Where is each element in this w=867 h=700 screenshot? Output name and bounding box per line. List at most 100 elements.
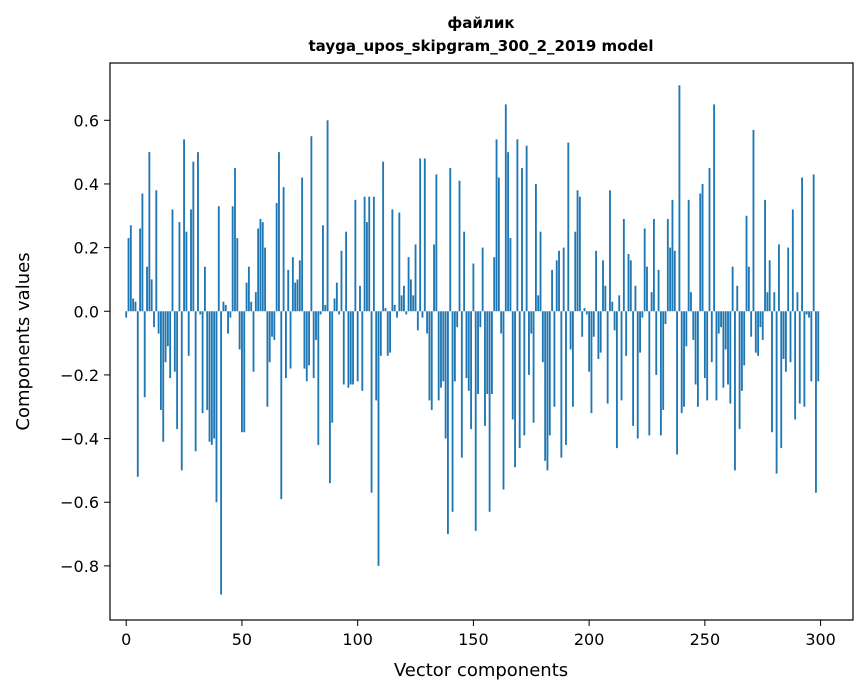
- bar-component-130: [426, 311, 429, 334]
- bar-component-45: [229, 311, 232, 318]
- bar-component-178: [537, 295, 540, 312]
- bar-component-153: [479, 311, 482, 328]
- bar-component-98: [352, 311, 354, 385]
- bar-component-233: [664, 311, 667, 324]
- bar-component-280: [773, 292, 776, 312]
- bar-component-106: [370, 311, 373, 493]
- bar-component-125: [414, 244, 417, 312]
- bar-component-55: [252, 311, 255, 372]
- y-tick-label: 0.0: [74, 302, 99, 321]
- bar-component-244: [690, 292, 692, 312]
- bar-component-192: [569, 311, 572, 350]
- bar-component-164: [504, 104, 507, 312]
- bar-component-226: [648, 311, 651, 436]
- bar-component-249: [701, 183, 704, 312]
- bar-component-19: [169, 311, 172, 379]
- bar-component-272: [754, 311, 757, 353]
- bar-component-25: [183, 139, 185, 312]
- bar-component-65: [275, 203, 278, 312]
- bar-component-7: [141, 193, 144, 312]
- y-tick-label: 0.2: [74, 239, 99, 258]
- bar-component-299: [817, 311, 820, 382]
- bar-component-250: [703, 311, 706, 379]
- bar-component-259: [724, 311, 727, 350]
- bar-component-270: [750, 311, 753, 337]
- bar-component-82: [315, 311, 317, 340]
- bar-component-231: [659, 311, 662, 436]
- bar-component-237: [673, 250, 676, 312]
- x-tick-label: 150: [458, 630, 489, 649]
- bar-component-148: [467, 311, 470, 391]
- bar-component-154: [481, 247, 484, 312]
- x-tick-label: 250: [690, 630, 721, 649]
- bar-component-100: [356, 311, 359, 382]
- bar-component-46: [231, 206, 234, 312]
- bar-component-174: [528, 311, 530, 375]
- bar-component-189: [562, 247, 565, 312]
- bar-component-28: [190, 209, 192, 312]
- bar-component-295: [808, 311, 810, 318]
- bar-component-214: [620, 311, 623, 401]
- bar-component-261: [729, 311, 732, 404]
- bar-component-207: [604, 285, 607, 312]
- bar-component-114: [389, 311, 391, 353]
- bar-component-268: [745, 215, 748, 312]
- bar-component-141: [451, 311, 454, 512]
- bar-component-14: [157, 311, 160, 334]
- bar-component-212: [615, 311, 618, 449]
- bar-component-140: [449, 168, 452, 312]
- bar-component-9: [146, 266, 148, 312]
- bar-component-275: [761, 311, 764, 340]
- bar-component-30: [194, 311, 197, 452]
- bar-component-18: [166, 311, 169, 347]
- bar-component-160: [495, 139, 498, 312]
- bar-component-37: [210, 311, 213, 445]
- bar-component-137: [442, 311, 445, 382]
- bar-component-210: [611, 301, 614, 312]
- bar-component-62: [268, 311, 271, 363]
- bar-component-278: [768, 260, 771, 312]
- bar-component-200: [588, 311, 591, 372]
- bar-component-183: [548, 311, 551, 436]
- y-tick-label: −0.6: [60, 493, 99, 512]
- bar-component-209: [609, 190, 611, 312]
- bar-component-145: [460, 311, 463, 458]
- bar-component-228: [653, 218, 655, 312]
- bar-component-172: [523, 311, 526, 436]
- bar-component-177: [534, 183, 537, 312]
- bar-component-115: [391, 209, 394, 312]
- bar-component-158: [490, 311, 493, 395]
- bar-component-26: [185, 231, 188, 312]
- bar-component-121: [405, 311, 408, 315]
- bar-component-246: [694, 311, 697, 385]
- plot-frame: [109, 62, 854, 621]
- bar-component-6: [139, 228, 142, 312]
- bar-component-290: [796, 292, 799, 312]
- bar-component-54: [250, 301, 253, 312]
- bar-component-104: [366, 222, 368, 312]
- bar-component-291: [798, 311, 801, 404]
- bar-component-122: [407, 257, 410, 312]
- bar-component-5: [136, 311, 139, 477]
- bar-component-260: [727, 311, 729, 385]
- bar-component-60: [264, 247, 267, 312]
- bar-component-225: [646, 266, 648, 312]
- bar-component-185: [553, 311, 556, 407]
- bar-component-39: [215, 311, 218, 503]
- bar-component-1: [127, 238, 130, 312]
- bar-component-22: [176, 311, 179, 430]
- bar-component-40: [217, 206, 220, 312]
- bar-component-151: [474, 311, 477, 531]
- bar-component-241: [683, 311, 685, 407]
- bar-component-136: [440, 311, 442, 388]
- bar-component-188: [560, 311, 563, 458]
- y-tick-label: 0.6: [74, 111, 99, 130]
- bar-component-80: [310, 136, 313, 312]
- bar-component-93: [340, 250, 343, 312]
- bar-component-110: [379, 311, 382, 356]
- bar-component-218: [629, 260, 632, 312]
- bar-component-53: [247, 266, 250, 312]
- bar-component-36: [208, 311, 211, 442]
